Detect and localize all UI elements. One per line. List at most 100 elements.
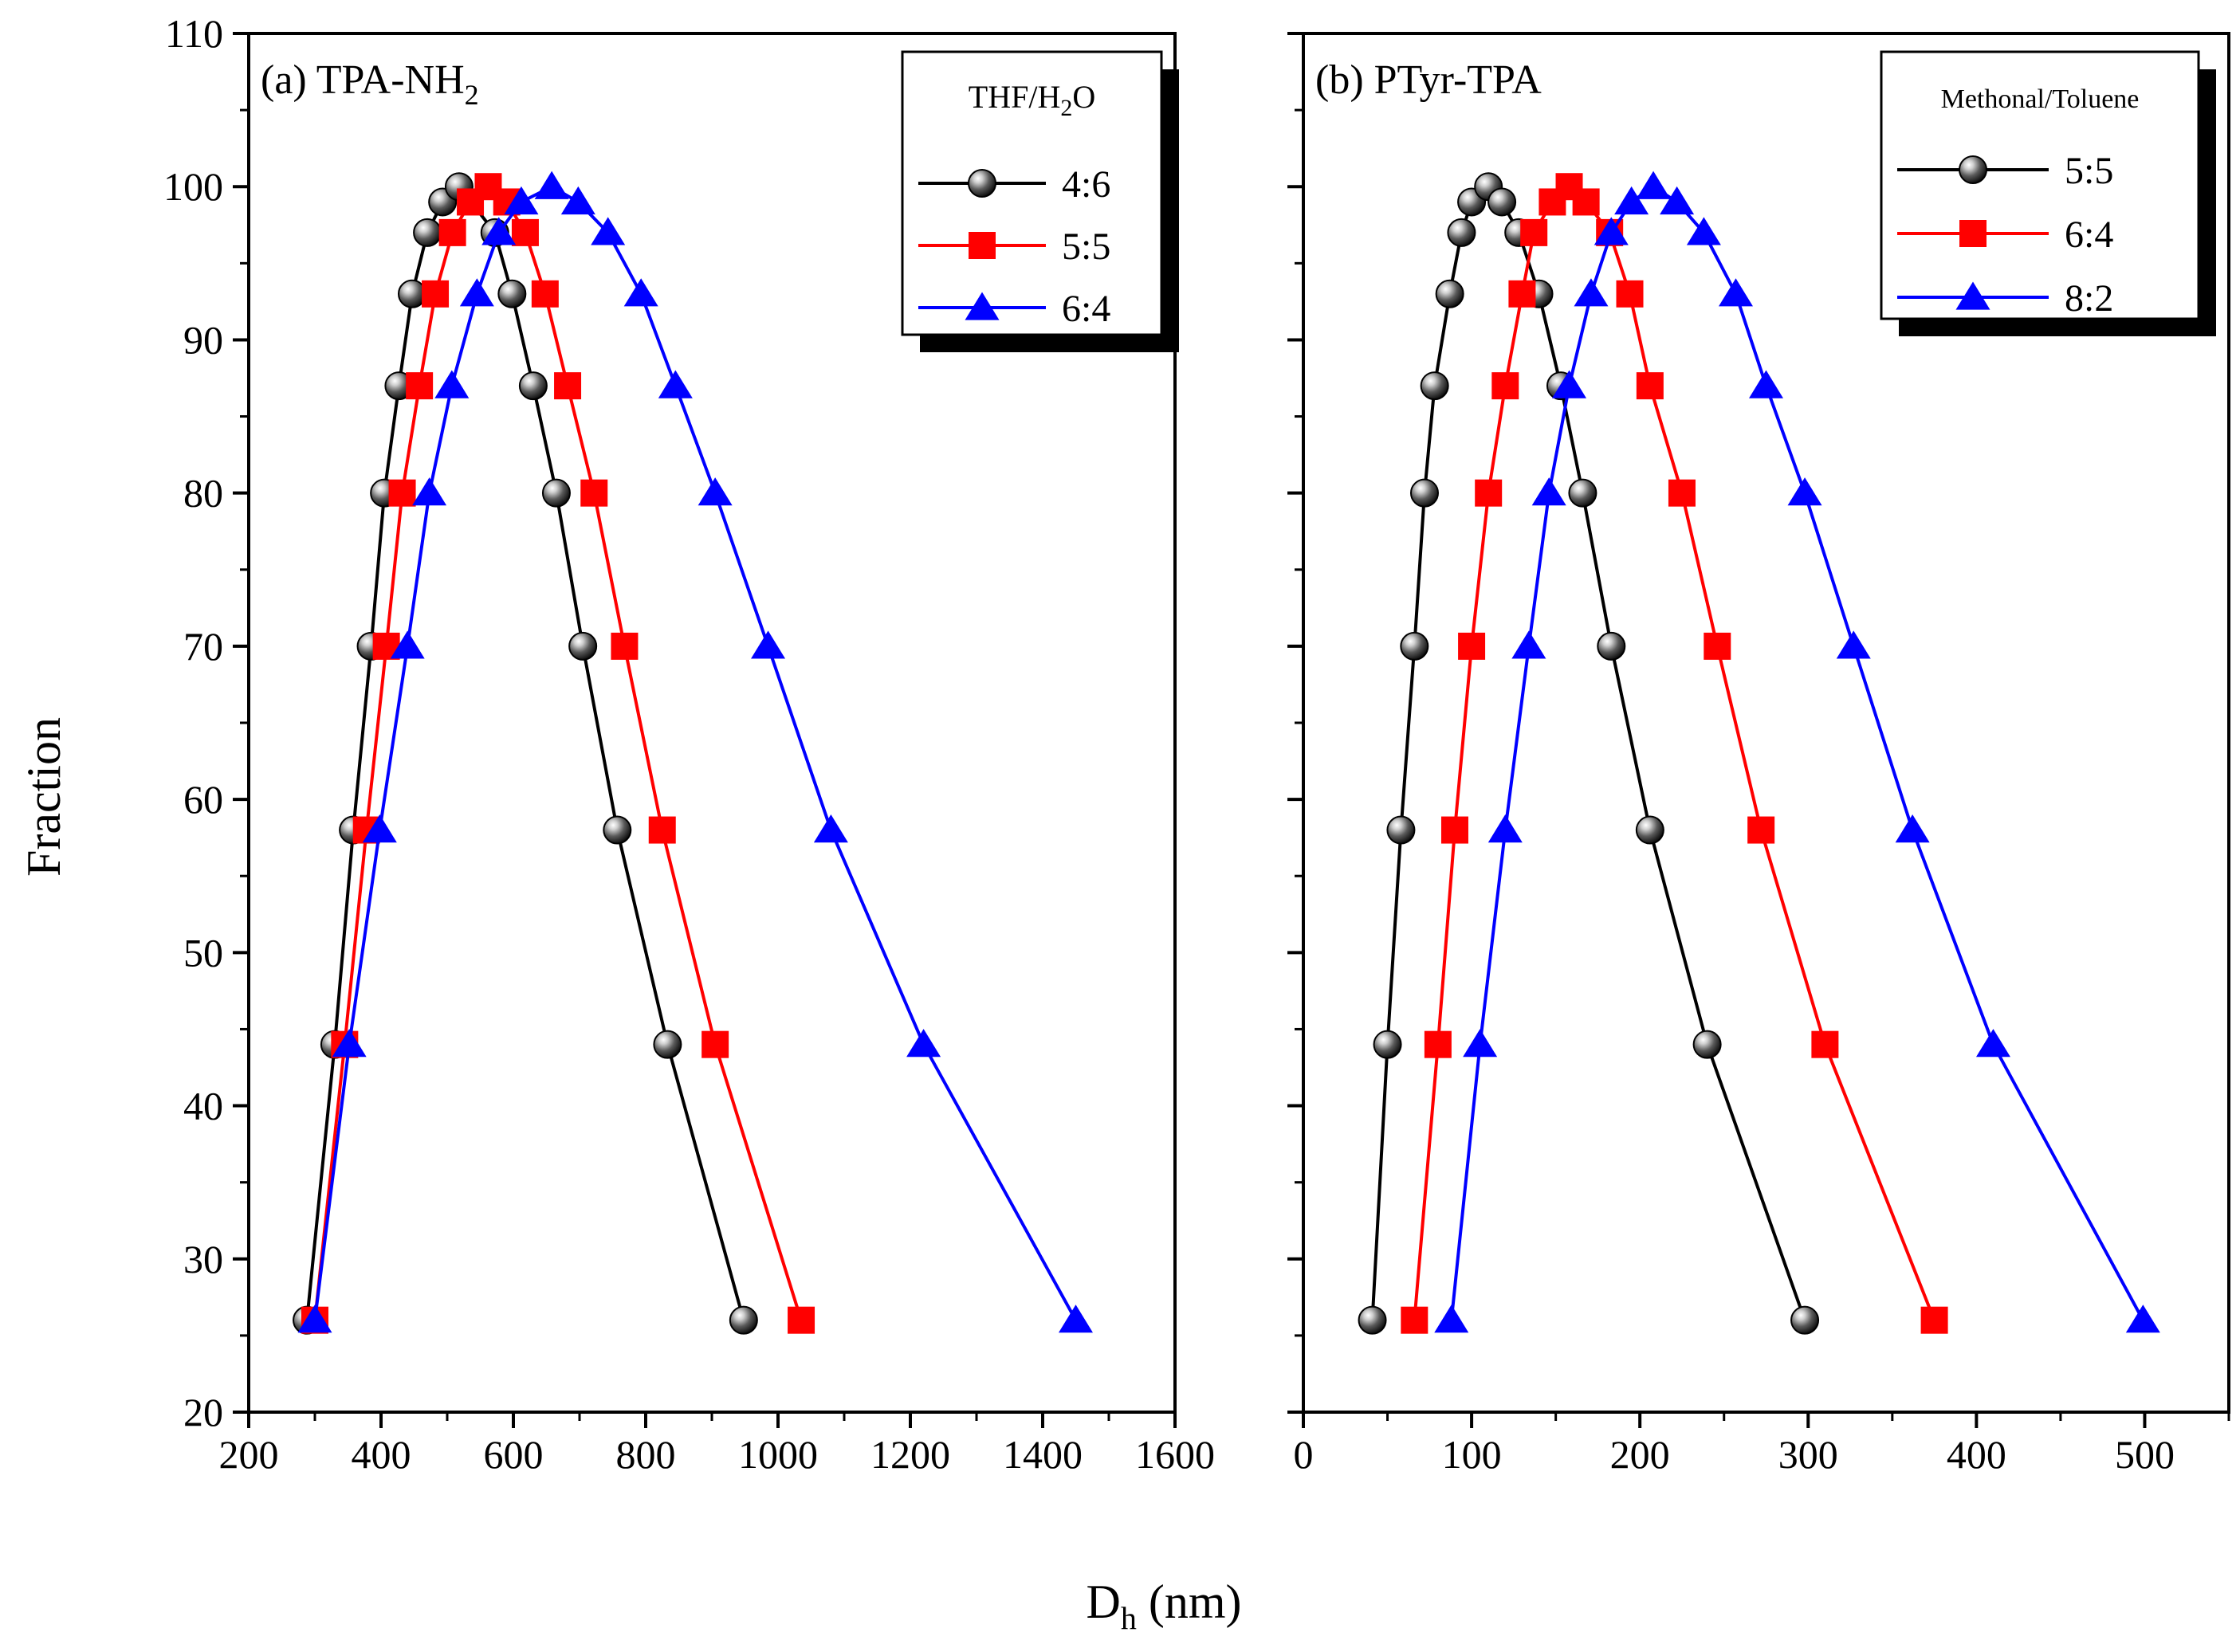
data-point xyxy=(906,1029,941,1058)
x-tick-label: 100 xyxy=(1442,1432,1502,1477)
series-4-6 xyxy=(293,172,758,1335)
legend-entry-label: 4:6 xyxy=(1062,163,1110,206)
data-point xyxy=(1692,1030,1722,1059)
data-point xyxy=(1636,171,1671,199)
series-line xyxy=(305,184,745,1321)
data-point xyxy=(1424,1030,1452,1058)
data-point xyxy=(1409,478,1439,508)
y-tick-label: 70 xyxy=(183,624,223,669)
legend-marker xyxy=(1959,155,1987,184)
x-tick-label: 0 xyxy=(1294,1432,1314,1477)
data-point xyxy=(658,370,693,398)
data-point xyxy=(1614,186,1649,215)
data-point xyxy=(1400,631,1429,661)
x-tick-label: 600 xyxy=(484,1432,544,1477)
series-6-4 xyxy=(1401,173,1948,1334)
x-tick-label: 400 xyxy=(352,1432,411,1477)
data-point xyxy=(332,1029,367,1058)
legend-title: THF/H2O xyxy=(969,79,1095,121)
data-point xyxy=(1463,1029,1498,1058)
y-tick-label: 50 xyxy=(183,930,223,975)
x-tick-label: 1400 xyxy=(1003,1432,1083,1477)
data-point xyxy=(560,186,595,215)
data-point xyxy=(729,1305,758,1335)
x-tick-label: 1000 xyxy=(738,1432,818,1477)
data-point xyxy=(1487,814,1523,843)
panel-title: (b) PTyr-TPA xyxy=(1315,57,1542,103)
data-point xyxy=(1491,372,1519,400)
data-point xyxy=(1508,280,1536,308)
data-point xyxy=(1574,278,1609,307)
data-point xyxy=(1836,630,1871,659)
x-tick-label: 1200 xyxy=(870,1432,950,1477)
data-point xyxy=(1475,479,1503,507)
y-tick-label: 20 xyxy=(183,1390,223,1434)
data-point xyxy=(1511,630,1546,659)
data-point xyxy=(398,279,427,308)
data-point xyxy=(412,477,447,506)
data-point xyxy=(481,217,517,245)
data-point xyxy=(698,477,733,506)
panel-b: 0 100 200 300 400 500 (b) PTyr-TPA Methonal/Tol… xyxy=(1287,32,2230,1477)
data-point xyxy=(648,816,676,844)
data-point xyxy=(541,478,571,508)
legend-marker xyxy=(1955,281,1990,310)
data-point xyxy=(580,479,608,507)
data-point xyxy=(438,218,466,246)
data-point xyxy=(1811,1030,1839,1058)
data-point xyxy=(1718,278,1754,307)
data-point xyxy=(388,479,416,507)
x-tick-label: 1600 xyxy=(1135,1432,1215,1477)
data-point xyxy=(1568,478,1597,508)
data-point xyxy=(511,218,539,246)
y-tick-label: 110 xyxy=(165,11,223,56)
series-5-5 xyxy=(301,173,815,1334)
data-point xyxy=(1552,370,1587,398)
x-tick-label: 800 xyxy=(616,1432,676,1477)
x-tick-label: 400 xyxy=(1947,1432,2006,1477)
data-point xyxy=(788,1306,815,1334)
y-tick-label: 100 xyxy=(163,164,223,209)
data-point xyxy=(1447,218,1476,247)
data-point xyxy=(1668,479,1696,507)
data-point xyxy=(390,630,425,659)
data-point xyxy=(1686,217,1721,245)
data-point xyxy=(497,279,527,308)
data-point xyxy=(1386,815,1416,845)
data-point xyxy=(531,280,559,308)
series-line xyxy=(1413,184,1936,1321)
data-point xyxy=(813,814,848,843)
data-point xyxy=(591,217,626,245)
legend: THF/H2O 4:6 5:5 6:4 xyxy=(901,50,1179,352)
data-point xyxy=(1748,370,1784,398)
y-axis-label: Fraction xyxy=(18,717,70,877)
legend-entry-label: 6:4 xyxy=(1062,288,1110,330)
data-point xyxy=(1373,1030,1402,1059)
legend-marker xyxy=(969,232,996,259)
data-point xyxy=(568,631,598,661)
data-point xyxy=(1531,477,1566,506)
x-axis-label: Dh (nm) xyxy=(1087,1575,1242,1636)
data-point xyxy=(554,372,582,400)
data-point xyxy=(1520,218,1548,246)
data-point xyxy=(1787,477,1822,506)
data-point xyxy=(362,814,397,843)
y-tick-label: 90 xyxy=(183,317,223,362)
x-tick-label: 200 xyxy=(219,1432,279,1477)
data-point xyxy=(1920,1306,1948,1334)
panel-a: 200 400 600 800 1000 1200 1400 1600 20 30 40 50 60 70… xyxy=(163,11,1215,1477)
data-point xyxy=(534,171,569,199)
y-tick-label: 30 xyxy=(183,1237,223,1281)
series-line xyxy=(313,184,803,1321)
data-point xyxy=(1635,815,1664,845)
data-point xyxy=(1895,814,1930,843)
data-point xyxy=(406,372,434,400)
data-point xyxy=(603,815,632,845)
legend-marker xyxy=(965,292,1000,320)
data-point xyxy=(1636,372,1664,400)
panel-title: (a) TPA-NH2 xyxy=(261,57,479,111)
data-point xyxy=(1458,632,1486,660)
legend-entry-label: 6:4 xyxy=(2065,214,2113,256)
data-point xyxy=(434,370,470,398)
data-point xyxy=(1401,1306,1428,1334)
